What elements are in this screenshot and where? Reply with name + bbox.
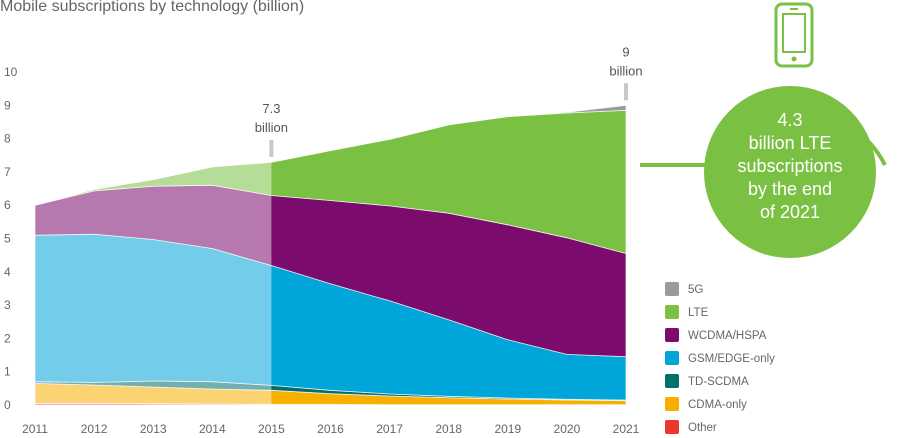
callout-line-3: by the end (748, 179, 832, 199)
legend-swatch-wcdma-hspa (665, 328, 679, 342)
y-tick-2: 2 (4, 331, 11, 345)
x-tick-2015: 2015 (258, 422, 285, 436)
x-tick-2018: 2018 (435, 422, 462, 436)
legend-swatch-lte (665, 305, 679, 319)
legend-label-wcdma-hspa: WCDMA/HSPA (688, 330, 767, 342)
x-tick-2016: 2016 (317, 422, 344, 436)
legend-swatch-td-scdma (665, 374, 679, 388)
legend-label-td-scdma: TD-SCDMA (688, 376, 749, 388)
x-tick-2021: 2021 (613, 422, 640, 436)
y-tick-7: 7 (4, 165, 11, 179)
x-tick-2017: 2017 (376, 422, 403, 436)
callout-line-2: subscriptions (737, 156, 842, 176)
y-tick-1: 1 (4, 365, 11, 379)
y-tick-5: 5 (4, 232, 11, 246)
x-tick-2011: 2011 (22, 422, 48, 436)
legend: 5G LTE WCDMA/HSPA GSM/EDGE-only TD-SCDMA CDMA… (665, 282, 775, 434)
historical-overlay (35, 162, 272, 405)
annotation-label-2021-0: 9 (622, 44, 629, 59)
y-tick-6: 6 (4, 198, 11, 212)
legend-swatch-5g (665, 282, 679, 296)
callout-line-0: 4.3 (777, 110, 802, 130)
chart-title: Mobile subscriptions by technology (bill… (0, 0, 305, 15)
legend-swatch-gsm-edge-only (665, 351, 679, 365)
x-tick-2012: 2012 (81, 422, 108, 436)
legend-swatch-cdma-only (665, 397, 679, 411)
annotations-group: 7.3 billion 9 billion (255, 44, 643, 157)
x-tick-2014: 2014 (199, 422, 226, 436)
y-tick-3: 3 (4, 298, 11, 312)
annotation-label-2015-1: billion (255, 120, 288, 135)
legend-label-other: Other (688, 422, 717, 434)
y-tick-9: 9 (4, 98, 11, 112)
callout-line-4: of 2021 (760, 202, 820, 222)
legend-label-gsm-edge-only: GSM/EDGE-only (688, 353, 775, 365)
callout-text-block: 4.3 billion LTE subscriptions by the end of … (737, 110, 842, 222)
y-tick-4: 4 (4, 265, 11, 279)
annotation-label-2015-0: 7.3 (262, 101, 280, 116)
lte-callout: 4.3 billion LTE subscriptions by the end of … (640, 2, 887, 258)
smartphone-icon (774, 2, 814, 68)
area-series-group (34, 104, 627, 406)
callout-circle (704, 86, 876, 258)
callout-line-1: billion LTE (749, 133, 832, 153)
legend-swatch-other (665, 420, 679, 434)
historical-shade (35, 162, 272, 405)
legend-label-cdma-only: CDMA-only (688, 399, 747, 411)
y-axis: 0 1 2 3 4 5 6 7 8 9 10 (4, 65, 18, 412)
x-tick-2013: 2013 (140, 422, 167, 436)
area-5g (34, 104, 627, 206)
x-tick-2019: 2019 (494, 422, 521, 436)
x-tick-2020: 2020 (554, 422, 581, 436)
x-axis: 2011 2012 2013 2014 2015 2016 2017 2018 2019 2020… (22, 422, 640, 436)
y-tick-10: 10 (4, 65, 18, 79)
annotation-label-2021-1: billion (609, 63, 642, 78)
legend-label-lte: LTE (688, 307, 709, 319)
y-tick-8: 8 (4, 132, 11, 146)
legend-label-5g: 5G (688, 284, 703, 296)
y-tick-0: 0 (4, 398, 11, 412)
